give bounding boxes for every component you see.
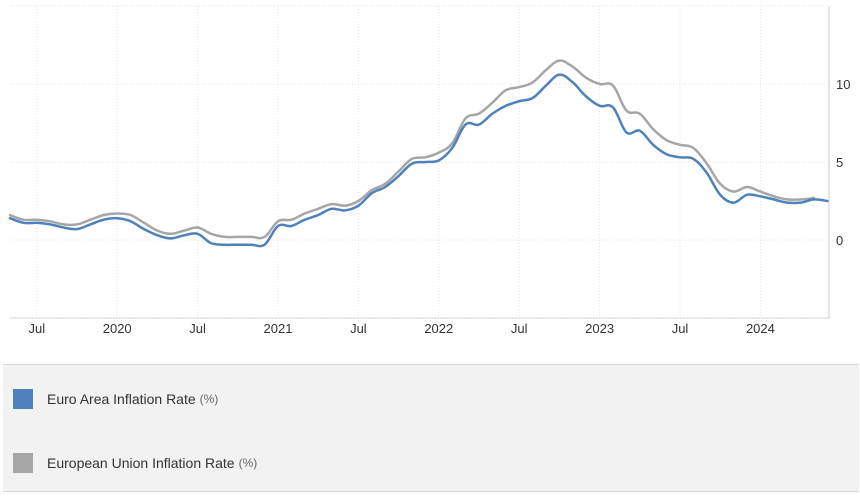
x-tick-label: Jul	[672, 321, 689, 336]
legend-label-euro-area: Euro Area Inflation Rate	[47, 391, 196, 407]
line-chart: 0 5 10 Jul 2020 Jul 2021 Jul 2022 Jul 2023 Jul 2024	[8, 5, 850, 336]
y-tick-label: 5	[836, 155, 843, 170]
x-tick-label: Jul	[511, 321, 528, 336]
legend-label-european-union: European Union Inflation Rate	[47, 455, 235, 471]
legend: Euro Area Inflation Rate (%) European Un…	[3, 364, 859, 492]
chart-area: 0 5 10 Jul 2020 Jul 2021 Jul 2022 Jul 2023 Jul 2024	[8, 5, 850, 336]
x-tick-label: Jul	[189, 321, 206, 336]
legend-item-european-union[interactable]: European Union Inflation Rate (%)	[13, 453, 257, 473]
x-tick-label: 2023	[585, 321, 614, 336]
legend-unit-european-union: (%)	[238, 456, 258, 470]
legend-item-euro-area[interactable]: Euro Area Inflation Rate (%)	[13, 389, 218, 409]
x-tick-label: 2020	[103, 321, 132, 336]
y-tick-label: 10	[836, 77, 850, 92]
legend-swatch-euro-area	[13, 389, 33, 409]
y-tick-label: 0	[836, 233, 843, 248]
legend-unit-euro-area: (%)	[199, 392, 219, 406]
legend-swatch-european-union	[13, 453, 33, 473]
series-line-european-union	[8, 59, 816, 240]
x-tick-label: 2024	[746, 321, 775, 336]
x-tick-label: Jul	[350, 321, 367, 336]
x-tick-label: 2021	[264, 321, 293, 336]
x-tick-label: Jul	[28, 321, 45, 336]
x-tick-label: 2022	[424, 321, 453, 336]
series-line-euro-area	[8, 73, 829, 248]
